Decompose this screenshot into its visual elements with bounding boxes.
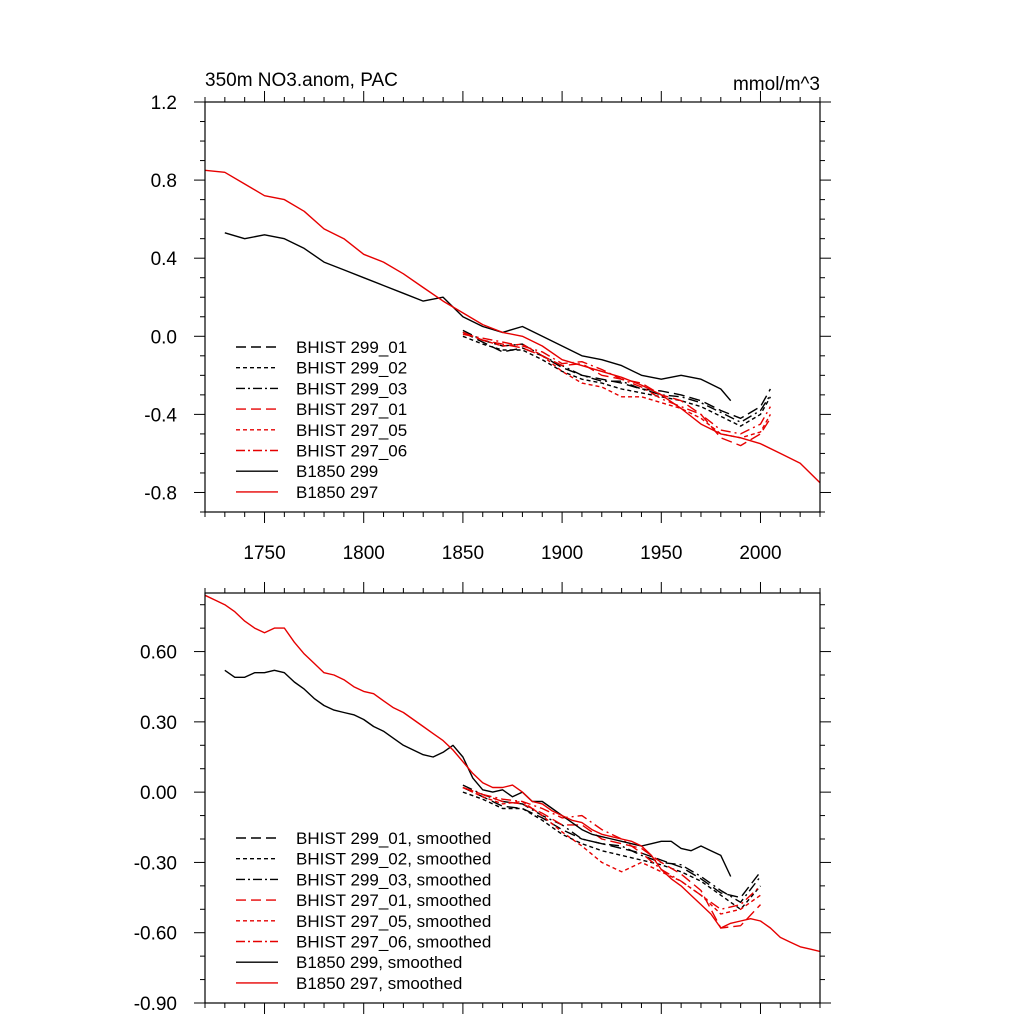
legend-label: BHIST 299_01 [296,338,407,357]
legend-label: BHIST 299_01, smoothed [296,829,491,848]
series-line-6 [224,669,732,877]
legend-label: BHIST 299_03 [296,379,407,398]
axis-ticks [194,582,831,1014]
series-line-7 [205,594,820,953]
y-tick-label: 0.8 [151,171,177,192]
legend-label: BHIST 297_05, smoothed [296,912,491,931]
legend-label: BHIST 297_01 [296,400,407,419]
y-tick-label: -0.60 [134,924,177,945]
x-tick-label: 1800 [343,543,385,564]
series-line-4 [462,331,772,439]
y-tick-label: 1.2 [151,93,177,114]
y-tick-label: -0.30 [134,853,177,874]
y-tick-label: -0.90 [134,994,177,1015]
legend-label: BHIST 299_02, smoothed [296,850,491,869]
y-tick-label: 0.00 [140,783,177,804]
x-tick-label: 1900 [541,543,583,564]
x-tick-label: 1750 [243,543,285,564]
x-tick-label: 1950 [640,543,682,564]
x-tick-label: 1850 [442,543,484,564]
legend: BHIST 299_01, smoothed BHIST 299_02, smoo… [236,829,491,993]
chart-title: 350m NO3.anom, PAC [205,70,398,91]
series-line-4 [462,786,761,915]
axis-ticks [194,91,831,523]
series-line-2 [462,329,771,423]
plot-frame [204,101,821,513]
top-panel: 1.2 0.8 0.4 0.0 -0.4 -0.8 1750 1800 1850 1900 1950… [144,70,831,564]
series-line-6 [224,232,732,402]
series-line-2 [462,784,762,903]
series-line-3 [462,331,771,447]
series-line-1 [462,335,772,427]
legend-label: BHIST 297_01, smoothed [296,891,491,910]
legend-label: BHIST 299_02 [296,359,407,378]
series-line-5 [462,786,761,910]
legend-label: B1850 297 [296,483,378,502]
legend-label: BHIST 299_03, smoothed [296,870,491,889]
y-tick-label: 0.60 [140,643,177,664]
series-line-3 [462,786,762,929]
legend-label: B1850 299 [296,462,378,481]
units-label: mmol/m^3 [733,74,820,95]
legend-label: B1850 299, smoothed [296,953,462,972]
series-line-1 [462,791,762,910]
x-tick-label: 2000 [739,543,781,564]
series-line-7 [205,169,820,484]
series-line-5 [462,333,772,435]
y-tick-label: 0.30 [140,713,177,734]
y-tick-label: -0.8 [144,483,177,504]
plot-frame [204,592,821,1004]
series-line-0 [462,786,762,899]
legend-label: BHIST 297_06, smoothed [296,933,491,952]
series-line-0 [462,331,772,419]
series-lines [205,169,820,484]
legend-label: B1850 297, smoothed [296,974,462,993]
y-tick-label: -0.4 [144,405,177,426]
legend-label: BHIST 297_06 [296,442,407,461]
y-tick-label: 0.4 [151,249,178,270]
series-lines [205,594,820,953]
bottom-panel: 0.60 0.30 0.00 -0.30 -0.60 -0.90 BHIST 299_01,… [134,582,831,1015]
y-tick-label: 0.0 [151,327,177,348]
legend-label: BHIST 297_05 [296,421,407,440]
